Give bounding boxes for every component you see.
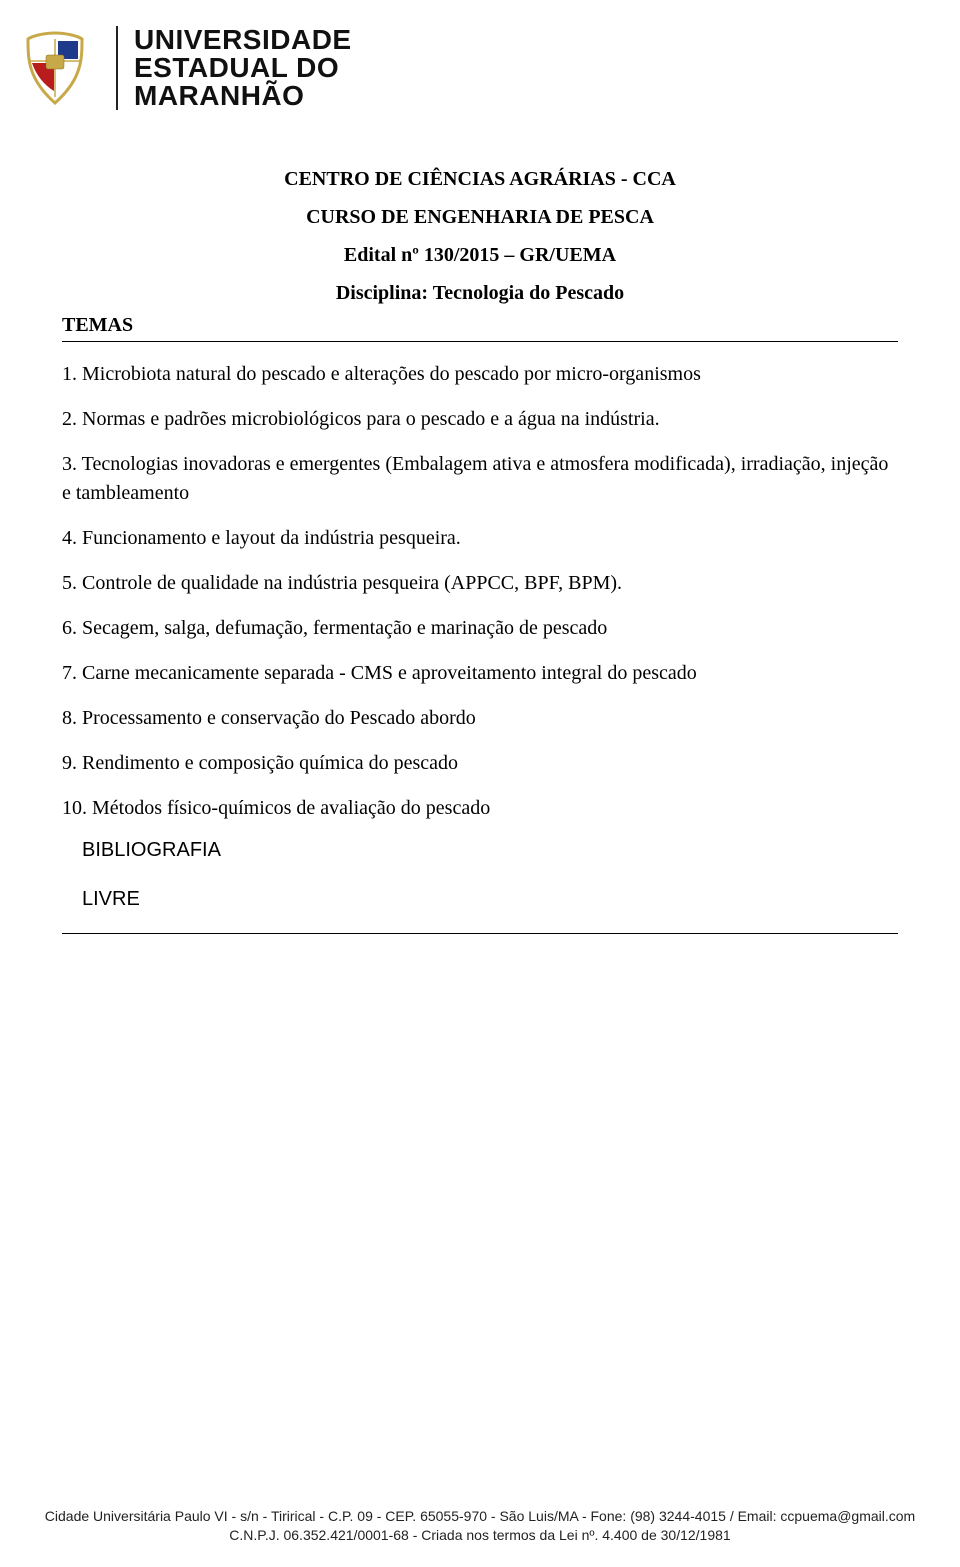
page-footer: Cidade Universitária Paulo VI - s/n - Ti… [0,1507,960,1545]
list-item: 2. Normas e padrões microbiológicos para… [62,405,898,434]
list-item: 1. Microbiota natural do pescado e alter… [62,360,898,389]
list-item: 10. Métodos físico-químicos de avaliação… [62,794,898,823]
livre-label: LIVRE [62,888,898,911]
page-header: UNIVERSIDADE ESTADUAL DO MARANHÃO [0,0,960,130]
list-item: 9. Rendimento e composição química do pe… [62,749,898,778]
list-item: 8. Processamento e conservação do Pescad… [62,704,898,733]
divider-bottom [62,933,898,934]
list-item: 6. Secagem, salga, defumação, fermentaçã… [62,614,898,643]
list-item: 3. Tecnologias inovadoras e emergentes (… [62,450,898,508]
university-name-line1: UNIVERSIDADE [134,26,352,54]
footer-line2: C.N.P.J. 06.352.421/0001-68 - Criada nos… [0,1526,960,1545]
list-item: 7. Carne mecanicamente separada - CMS e … [62,659,898,688]
divider-top [62,341,898,342]
heading-discipline: Disciplina: Tecnologia do Pescado [62,274,898,312]
bibliography-label: BIBLIOGRAFIA [62,839,898,862]
topics-list: 1. Microbiota natural do pescado e alter… [62,360,898,823]
university-name: UNIVERSIDADE ESTADUAL DO MARANHÃO [116,26,352,110]
university-shield-icon [10,18,100,118]
list-item: 5. Controle de qualidade na indústria pe… [62,569,898,598]
temas-label: TEMAS [62,314,898,337]
heading-edital: Edital nº 130/2015 – GR/UEMA [62,236,898,274]
bibliography-block: BIBLIOGRAFIA LIVRE [62,839,898,911]
heading-course: CURSO DE ENGENHARIA DE PESCA [62,198,898,236]
university-name-line2: ESTADUAL DO [134,54,352,82]
university-name-line3: MARANHÃO [134,82,352,110]
footer-line1: Cidade Universitária Paulo VI - s/n - Ti… [0,1507,960,1526]
list-item: 4. Funcionamento e layout da indústria p… [62,524,898,553]
document-body: CENTRO DE CIÊNCIAS AGRÁRIAS - CCA CURSO … [0,130,960,934]
document-heading-block: CENTRO DE CIÊNCIAS AGRÁRIAS - CCA CURSO … [62,160,898,312]
heading-center: CENTRO DE CIÊNCIAS AGRÁRIAS - CCA [62,160,898,198]
